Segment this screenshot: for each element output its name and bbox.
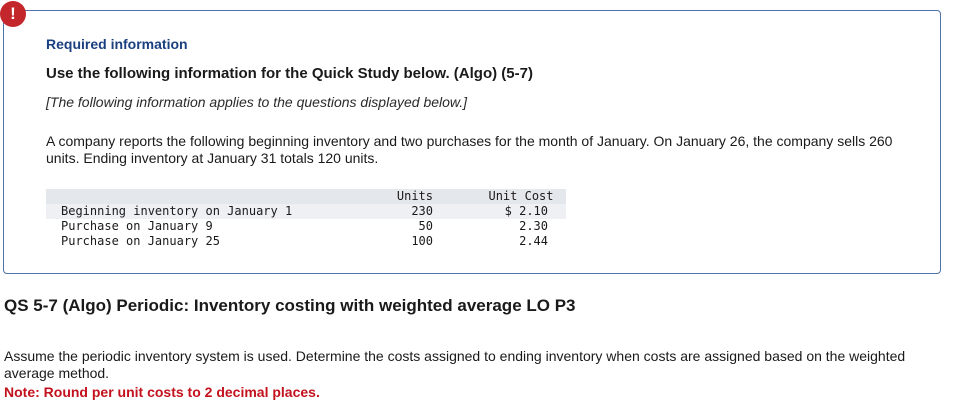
required-information-panel [3, 10, 941, 274]
exclamation-icon: ! [0, 1, 26, 27]
inventory-table: Units Unit Cost Beginning inventory on J… [46, 189, 566, 249]
row-units: 50 [418, 219, 433, 233]
row-units: 230 [411, 204, 433, 218]
rounding-note: Note: Round per unit costs to 2 decimal … [4, 384, 320, 400]
info-title: Use the following information for the Qu… [46, 65, 533, 82]
applies-note: [The following information applies to th… [46, 94, 468, 110]
table-row: Purchase on January 9 50 2.30 [46, 219, 566, 234]
row-label: Beginning inventory on January 1 [61, 204, 293, 218]
row-unit-cost: 2.44 [519, 234, 548, 248]
question-title: QS 5-7 (Algo) Periodic: Inventory costin… [4, 296, 576, 315]
info-paragraph: A company reports the following beginnin… [46, 133, 893, 166]
required-information-heading: Required information [46, 36, 188, 52]
row-units: 100 [411, 234, 433, 248]
table-row: Purchase on January 25 100 2.44 [46, 234, 566, 249]
units-column-header: Units [396, 189, 433, 203]
row-label: Purchase on January 25 [61, 234, 220, 248]
question-text: Assume the periodic inventory system is … [4, 348, 906, 381]
row-unit-cost: $ 2.10 [504, 204, 548, 218]
row-unit-cost: 2.30 [519, 219, 548, 233]
table-row: Beginning inventory on January 1 230 $ 2… [46, 204, 566, 219]
row-label: Purchase on January 9 [61, 219, 213, 233]
table-header-row: Units Unit Cost [46, 189, 566, 204]
unit-cost-column-header: Unit Cost [488, 189, 554, 203]
